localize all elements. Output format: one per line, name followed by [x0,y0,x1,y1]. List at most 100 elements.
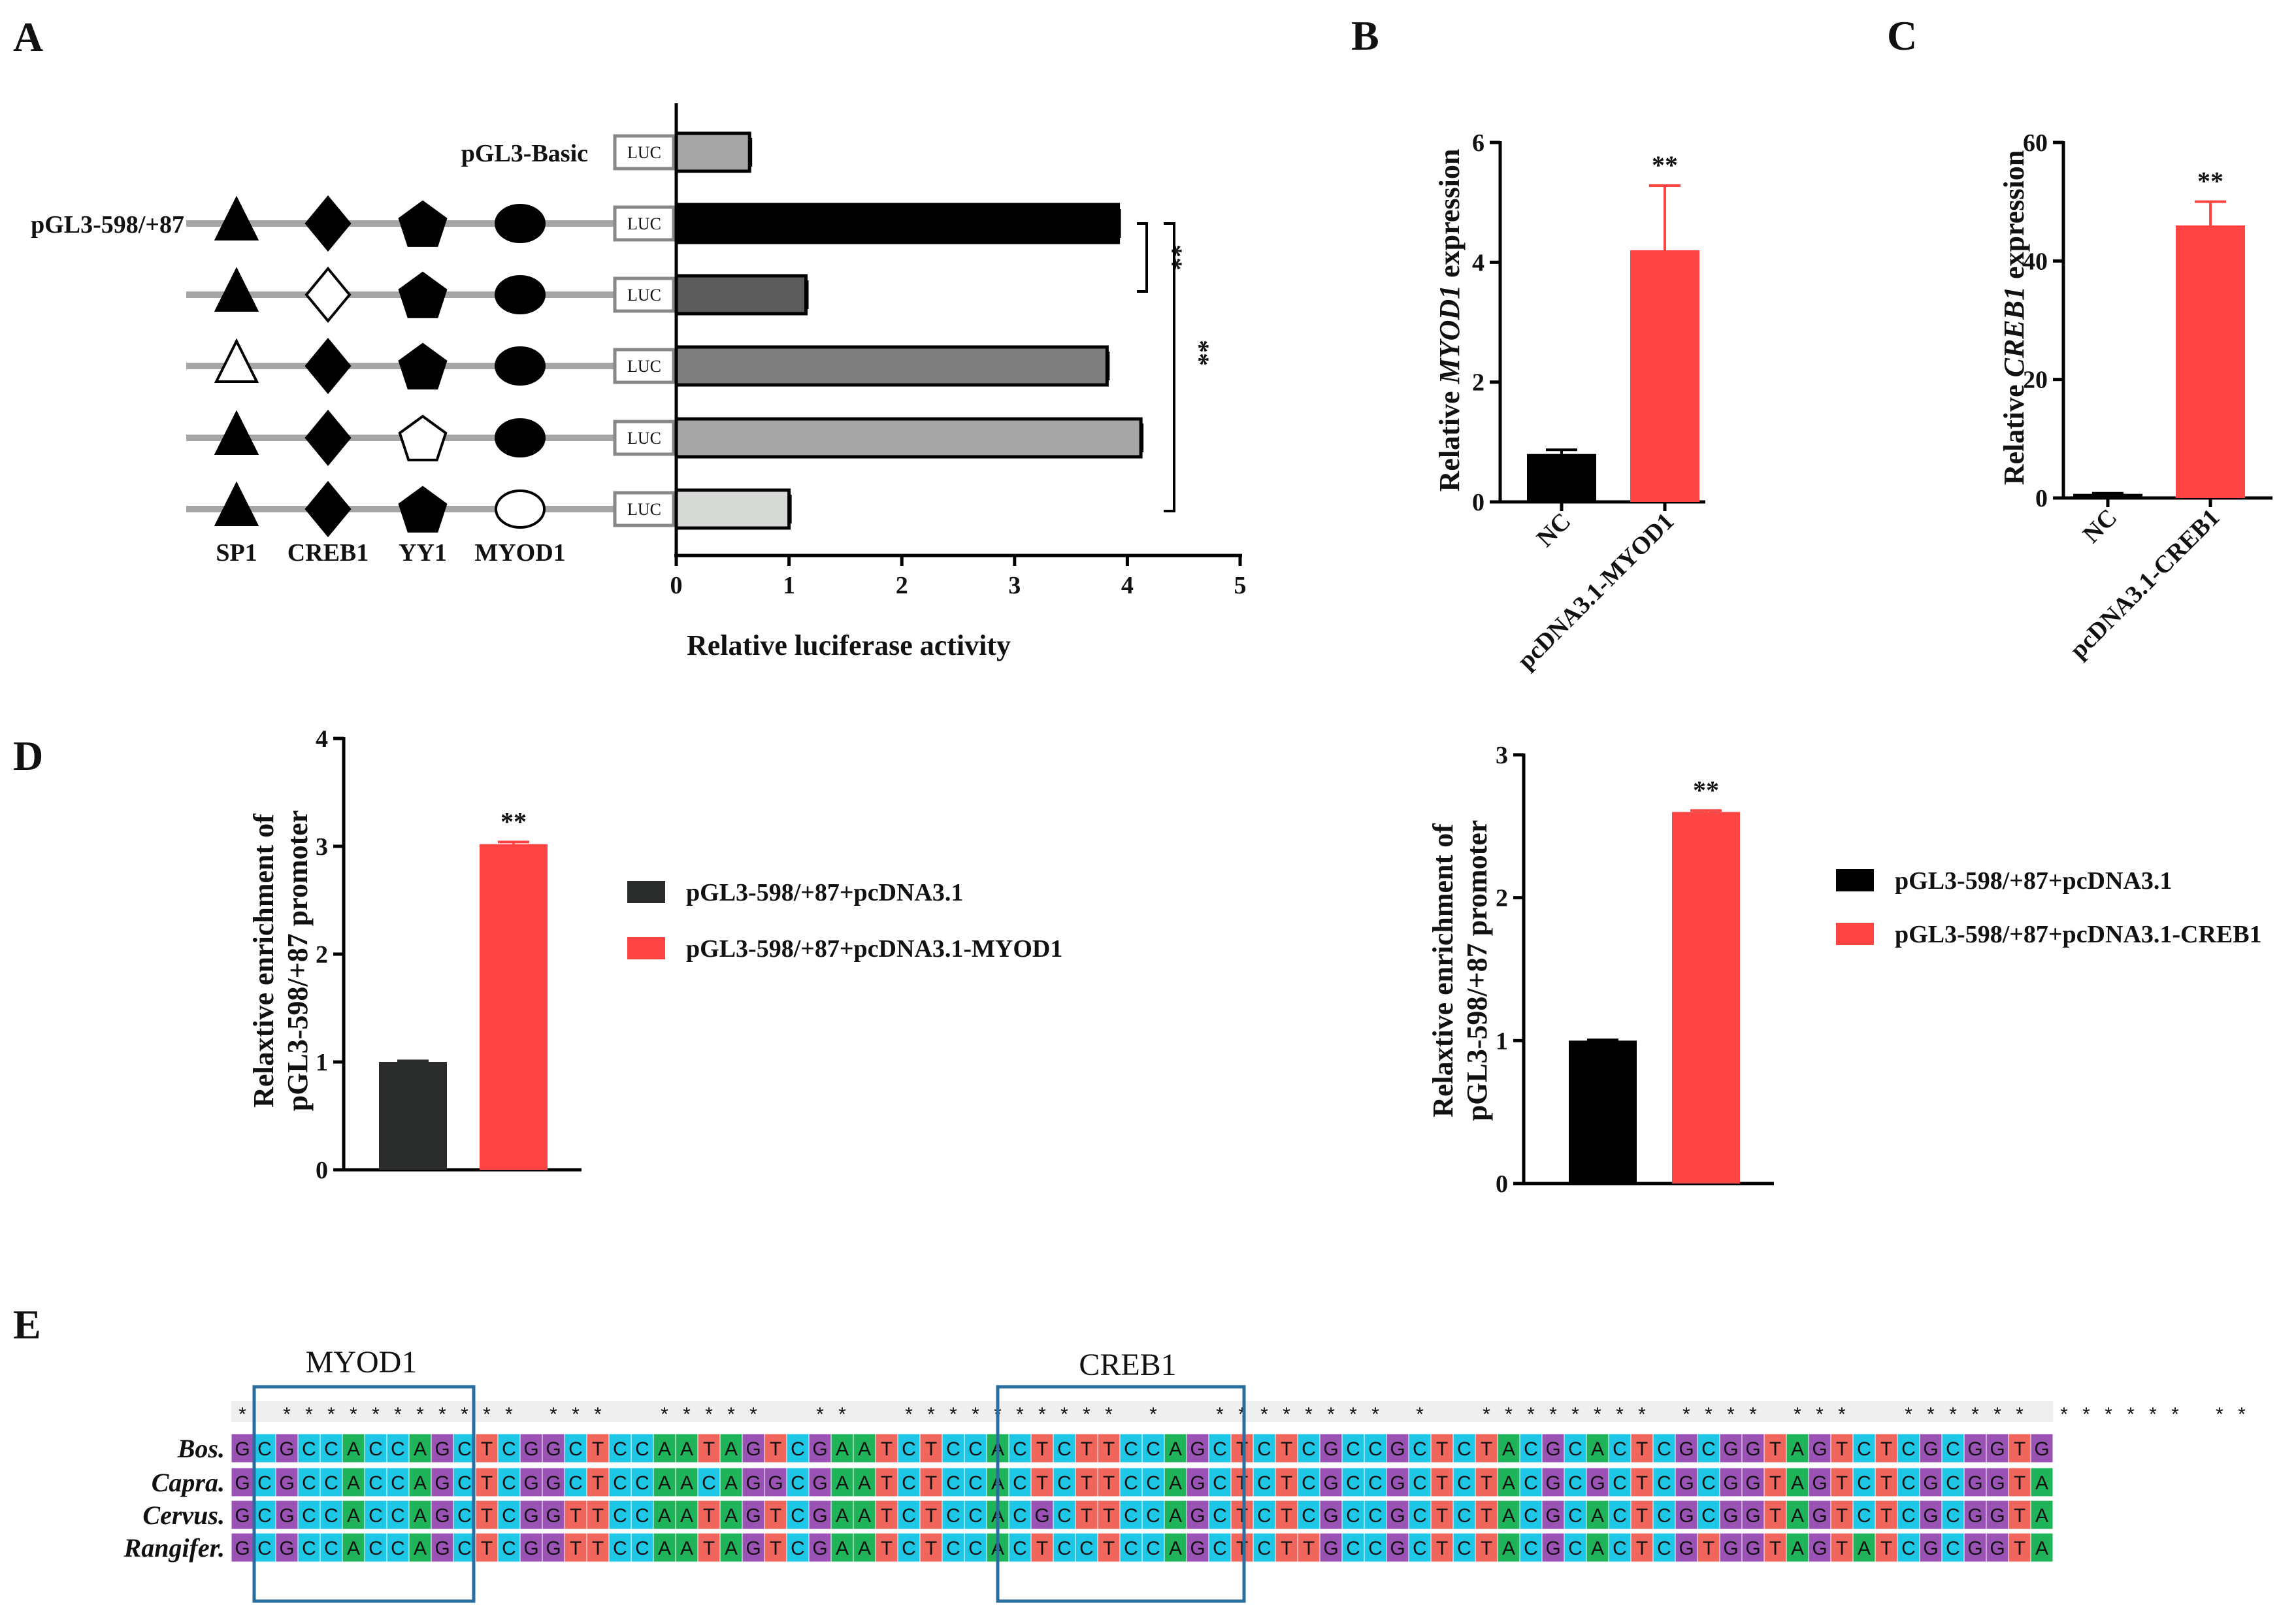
nucleotide-letter: T [1836,1438,1848,1460]
nucleotide-cell [1497,1433,1520,1463]
nucleotide-letter: C [1057,1505,1072,1527]
nucleotide-letter: C [1901,1438,1916,1460]
sp1-site-triangle [214,267,259,312]
nucleotide-letter: T [1103,1438,1115,1460]
luc-reporter-box [613,134,676,171]
panel-d1-y-tick-label: 0 [316,1157,328,1184]
nucleotide-letter: C [1657,1438,1671,1460]
panel-a-x-tick-label: 3 [1008,572,1021,599]
conservation-star: * [1571,1404,1579,1425]
conservation-star: * [1527,1404,1535,1425]
nucleotide-letter: G [279,1438,294,1460]
nucleotide-cell [653,1532,676,1563]
nucleotide-letter: T [570,1538,582,1559]
nucleotide-cell [830,1467,854,1497]
nucleotide-letter: C [1146,1472,1160,1494]
nucleotide-letter: C [1302,1472,1316,1494]
nucleotide-letter: C [568,1438,583,1460]
significance-stars-2: ** [1185,340,1215,366]
conservation-star: * [1816,1404,1824,1425]
nucleotide-letter: G [279,1538,294,1559]
nucleotide-letter: C [457,1505,472,1527]
luc-reporter-label: LUC [627,500,661,519]
nucleotide-cell [2030,1500,2054,1530]
nucleotide-letter: A [658,1538,671,1559]
conservation-star: * [1416,1404,1424,1425]
conservation-star: * [594,1404,602,1425]
nucleotide-letter: C [1057,1472,1072,1494]
nucleotide-letter: T [925,1505,937,1527]
nucleotide-cell [586,1433,610,1463]
panel-b-bar-1 [1527,454,1596,502]
nucleotide-letter: G [746,1472,761,1494]
conservation-star: * [1105,1404,1113,1425]
panel-a-x-tick-label: 5 [1234,572,1247,599]
nucleotide-cell [1697,1500,1720,1530]
nucleotide-letter: A [1591,1505,1604,1527]
nucleotide-cell [1586,1467,1609,1497]
nucleotide-cell [1341,1433,1365,1463]
nucleotide-cell [564,1500,587,1530]
conservation-star: * [683,1404,691,1425]
nucleotide-cell [1941,1433,1965,1463]
nucleotide-letter: C [1457,1472,1471,1494]
nucleotide-cell [1919,1532,1943,1563]
nucleotide-letter: C [791,1505,805,1527]
nucleotide-cell [1630,1467,1654,1497]
nucleotide-letter: C [1457,1438,1471,1460]
nucleotide-cell [1319,1500,1343,1530]
nucleotide-letter: T [1769,1472,1781,1494]
nucleotide-cell [875,1500,898,1530]
nucleotide-letter: A [680,1472,693,1494]
nucleotide-letter: T [1880,1438,1892,1460]
nucleotide-letter: G [435,1538,450,1559]
nucleotide-cell [1364,1467,1387,1497]
nucleotide-letter: C [502,1538,516,1559]
myod1-site-ellipse [495,346,546,386]
nucleotide-letter: C [257,1505,272,1527]
nucleotide-cell [1830,1500,1854,1530]
nucleotide-cell [764,1467,787,1497]
nucleotide-letter: C [1657,1538,1671,1559]
nucleotide-letter: C [1124,1505,1138,1527]
panel-d2-legend-swatch-1 [1836,869,1874,891]
nucleotide-letter: G [1545,1538,1560,1559]
luc-reporter-box [613,348,676,384]
nucleotide-cell [719,1532,743,1563]
nucleotide-cell [1875,1500,1898,1530]
nucleotide-letter: C [391,1472,405,1494]
nucleotide-letter: C [1524,1472,1538,1494]
nucleotide-letter: G [523,1538,538,1559]
nucleotide-letter: G [435,1505,450,1527]
nucleotide-cell [320,1433,343,1463]
panel-a-x-tick-label: 2 [896,572,908,599]
conservation-star: * [972,1404,979,1425]
nucleotide-cell [275,1500,299,1530]
nucleotide-letter: G [523,1438,538,1460]
nucleotide-letter: C [1946,1472,1960,1494]
nucleotide-letter: C [1413,1472,1427,1494]
nucleotide-letter: T [1281,1438,1292,1460]
nucleotide-cell [631,1433,654,1463]
nucleotide-cell [653,1500,676,1530]
nucleotide-letter: A [1502,1538,1515,1559]
nucleotide-cell [1186,1467,1209,1497]
panel-a-x-tick-label: 0 [670,572,683,599]
nucleotide-letter: T [481,1438,493,1460]
nucleotide-cell [320,1467,343,1497]
nucleotide-letter: C [1124,1538,1138,1559]
nucleotide-letter: G [746,1438,761,1460]
nucleotide-cell [608,1532,632,1563]
nucleotide-letter: C [946,1438,960,1460]
nucleotide-letter: T [1281,1538,1292,1559]
nucleotide-cell [1786,1532,1809,1563]
nucleotide-letter: A [858,1472,871,1494]
nucleotide-cell [1608,1467,1632,1497]
nucleotide-cell [1608,1433,1632,1463]
nucleotide-cell [1763,1467,1787,1497]
nucleotide-letter: C [369,1438,383,1460]
panel-d1-y-axis-title-line2: pGL3-598/+87 promoter [282,810,314,1112]
error-bar-construct-1 [748,138,753,167]
nucleotide-letter: C [635,1438,649,1460]
nucleotide-cell [519,1467,543,1497]
